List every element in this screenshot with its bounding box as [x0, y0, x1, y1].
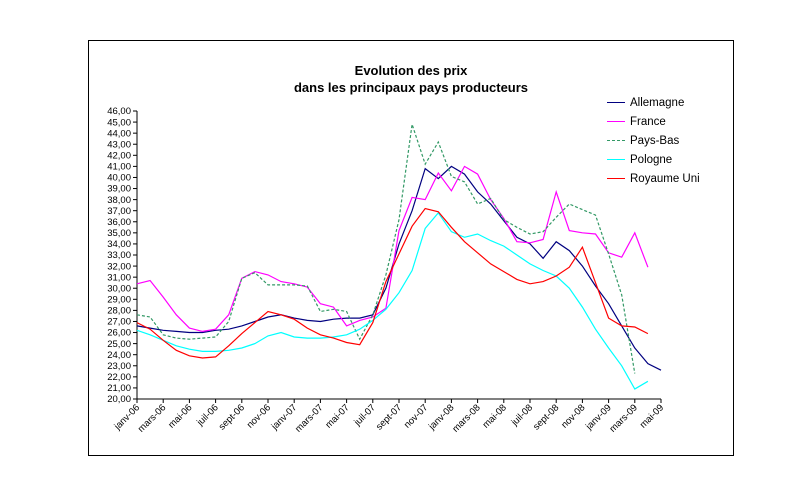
legend-label-france: France [630, 115, 666, 128]
y-tick-label: 45,00 [107, 117, 131, 128]
line-chart-plot-area: 20,0021,0022,0023,0024,0025,0026,0027,00… [107, 106, 666, 435]
y-tick-label: 28,00 [107, 306, 131, 317]
y-tick-label: 27,00 [107, 317, 131, 328]
x-tick-label: nov-07 [402, 402, 430, 430]
legend-label-pays-bas: Pays-Bas [630, 134, 680, 147]
y-tick-label: 31,00 [107, 272, 131, 283]
y-tick-label: 46,00 [107, 106, 131, 117]
legend-label-allemagne: Allemagne [630, 96, 685, 109]
x-tick-label: mai-07 [323, 402, 351, 430]
chart-title: Evolution des prix dans les principaux p… [89, 63, 733, 97]
y-tick-label: 21,00 [107, 383, 131, 394]
y-tick-label: 20,00 [107, 394, 131, 405]
legend-item-pays-bas: Pays-Bas [607, 131, 700, 150]
y-tick-label: 36,00 [107, 217, 131, 228]
y-tick-label: 32,00 [107, 261, 131, 272]
series-line-royaume-uni [136, 207, 649, 359]
y-tick-label: 22,00 [107, 372, 131, 383]
chart-frame: Evolution des prix dans les principaux p… [88, 40, 734, 456]
x-tick-label: mai-08 [481, 402, 509, 430]
legend-line-france [607, 121, 625, 122]
legend-line-royaume-uni [607, 178, 625, 179]
y-tick-label: 24,00 [107, 350, 131, 361]
y-tick-label: 35,00 [107, 228, 131, 239]
y-tick-label: 39,00 [107, 184, 131, 195]
x-tick-label: mars-09 [608, 402, 640, 434]
chart-title-line2: dans les principaux pays producteurs [293, 79, 529, 95]
y-tick-label: 34,00 [107, 239, 131, 250]
y-tick-label: 25,00 [107, 339, 131, 350]
y-tick-label: 38,00 [107, 195, 131, 206]
legend-item-allemagne: Allemagne [607, 93, 700, 112]
legend-label-royaume-uni: Royaume Uni [630, 172, 700, 185]
x-tick-label: sept-08 [531, 402, 561, 432]
y-tick-label: 37,00 [107, 206, 131, 217]
x-tick-label: mai-06 [166, 402, 194, 430]
legend-line-allemagne [607, 102, 625, 103]
legend-item-royaume-uni: Royaume Uni [607, 169, 700, 188]
x-tick-label: mars-06 [136, 402, 168, 434]
series-line-allemagne [136, 165, 662, 371]
chart-title-line1: Evolution des prix [354, 63, 468, 78]
chart-legend: Allemagne France Pays-Bas Pologne Royaum… [607, 93, 700, 188]
y-tick-label: 43,00 [107, 139, 131, 150]
series-line-pologne [136, 211, 649, 390]
y-tick-label: 26,00 [107, 328, 131, 339]
legend-item-pologne: Pologne [607, 150, 700, 169]
series-line-france [136, 165, 649, 333]
legend-line-pays-bas [607, 140, 625, 141]
x-tick-label: sept-07 [374, 402, 404, 432]
x-tick-label: sept-06 [217, 402, 247, 432]
y-tick-label: 29,00 [107, 295, 131, 306]
y-tick-label: 42,00 [107, 151, 131, 162]
y-tick-label: 33,00 [107, 250, 131, 261]
series-line-pays-bas [136, 124, 636, 374]
x-tick-label: mars-07 [293, 402, 325, 434]
y-tick-label: 41,00 [107, 162, 131, 173]
legend-label-pologne: Pologne [630, 153, 673, 166]
y-tick-label: 40,00 [107, 173, 131, 184]
legend-line-pologne [607, 159, 625, 160]
legend-item-france: France [607, 112, 700, 131]
x-tick-label: nov-06 [245, 402, 273, 430]
y-tick-label: 44,00 [107, 128, 131, 139]
x-tick-label: mai-09 [638, 402, 666, 430]
x-tick-label: mars-08 [450, 402, 482, 434]
y-tick-label: 23,00 [107, 361, 131, 372]
x-tick-label: nov-08 [559, 402, 587, 430]
y-tick-label: 30,00 [107, 283, 131, 294]
